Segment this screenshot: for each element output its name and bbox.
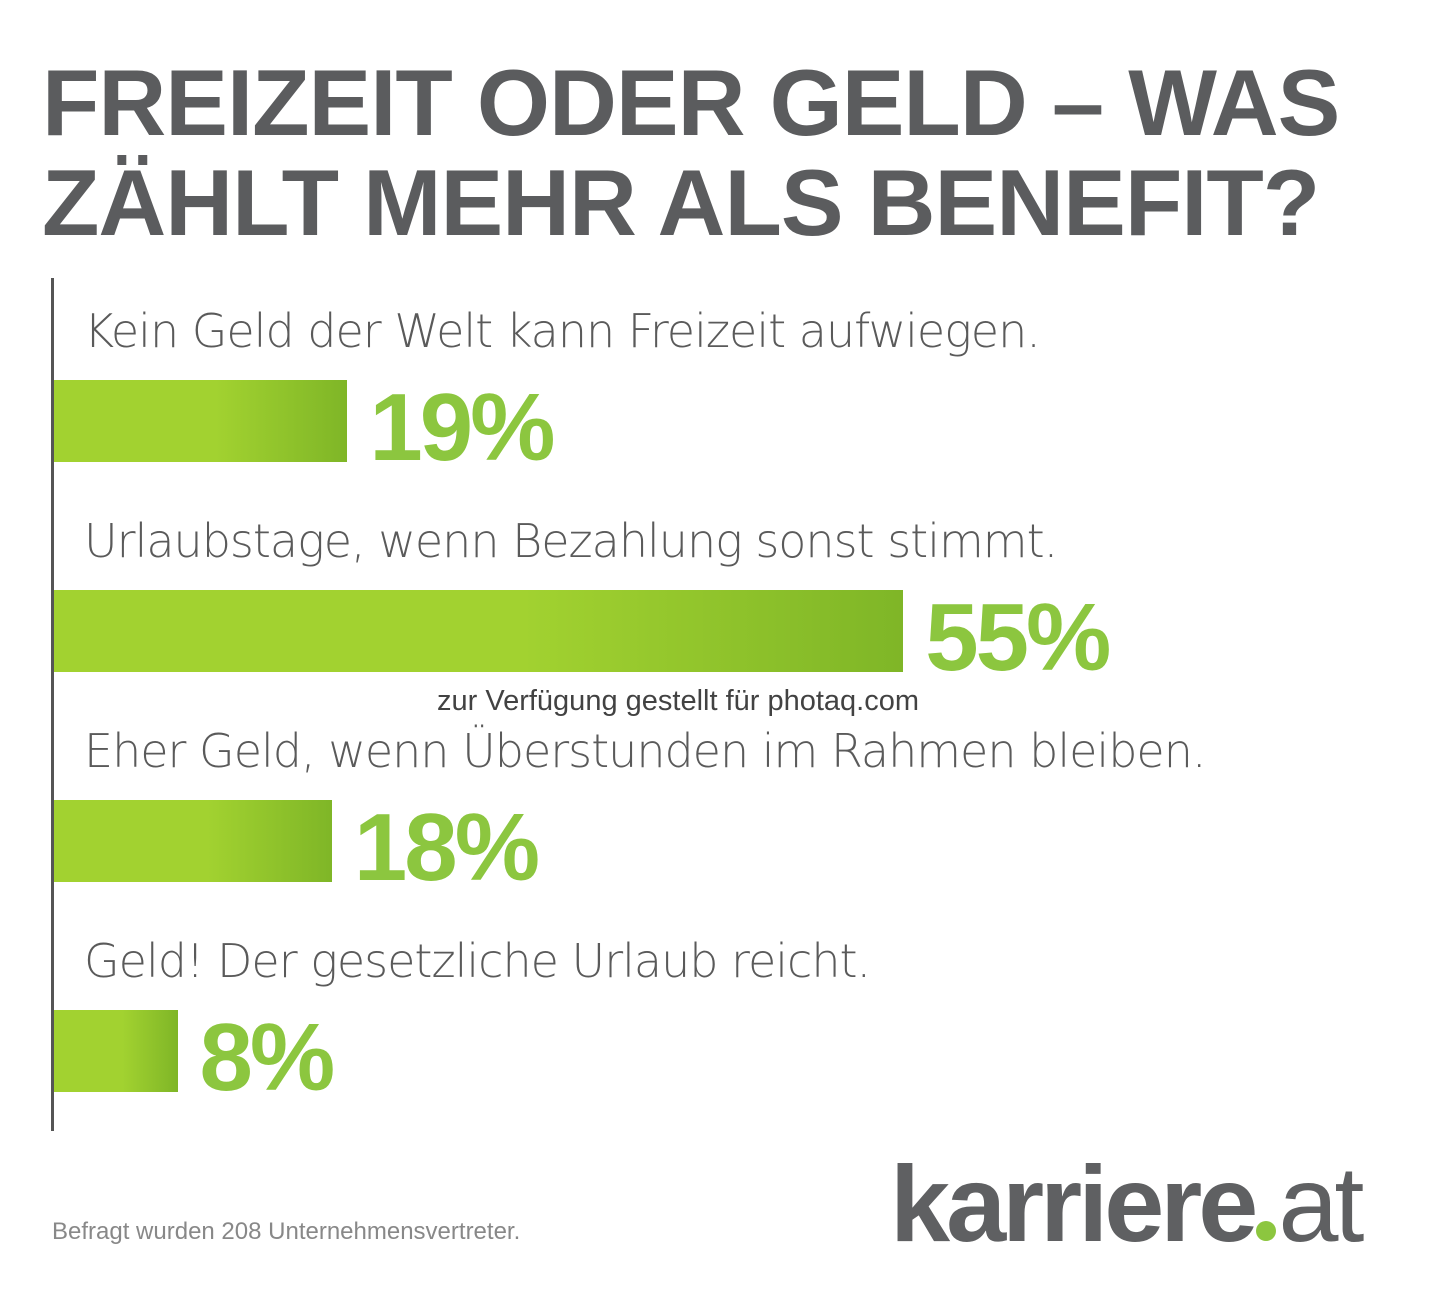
logo-main: karriere xyxy=(890,1143,1258,1264)
karriere-logo: karriere at xyxy=(890,1150,1364,1258)
value-label: 8% xyxy=(199,1004,336,1111)
category-label: Geld! Der gesetzliche Urlaub reicht. xyxy=(84,934,871,988)
bar xyxy=(54,590,904,672)
bar xyxy=(54,380,348,462)
value-label: 55% xyxy=(925,584,1111,691)
axis-line xyxy=(51,278,54,1131)
footnote: Befragt wurden 208 Unternehmensvertreter… xyxy=(52,1218,521,1245)
value-label: 18% xyxy=(353,794,540,901)
bar xyxy=(54,800,332,882)
bar xyxy=(54,1010,178,1092)
category-label: Kein Geld der Welt kann Freizeit aufwieg… xyxy=(84,304,1041,358)
value-label: 19% xyxy=(369,374,555,481)
watermark: zur Verfügung gestellt für photaq.com xyxy=(437,685,920,717)
category-label: Eher Geld, wenn Überstunden im Rahmen bl… xyxy=(84,724,1206,778)
category-label: Urlaubstage, wenn Bezahlung sonst stimmt… xyxy=(84,514,1058,568)
title-line-2: ZÄHLT MEHR ALS BENEFIT? xyxy=(42,150,1320,255)
logo-tld: at xyxy=(1278,1143,1364,1264)
title-line-1: FREIZEIT ODER GELD – WAS xyxy=(42,50,1340,155)
logo-dot xyxy=(1256,1221,1277,1241)
